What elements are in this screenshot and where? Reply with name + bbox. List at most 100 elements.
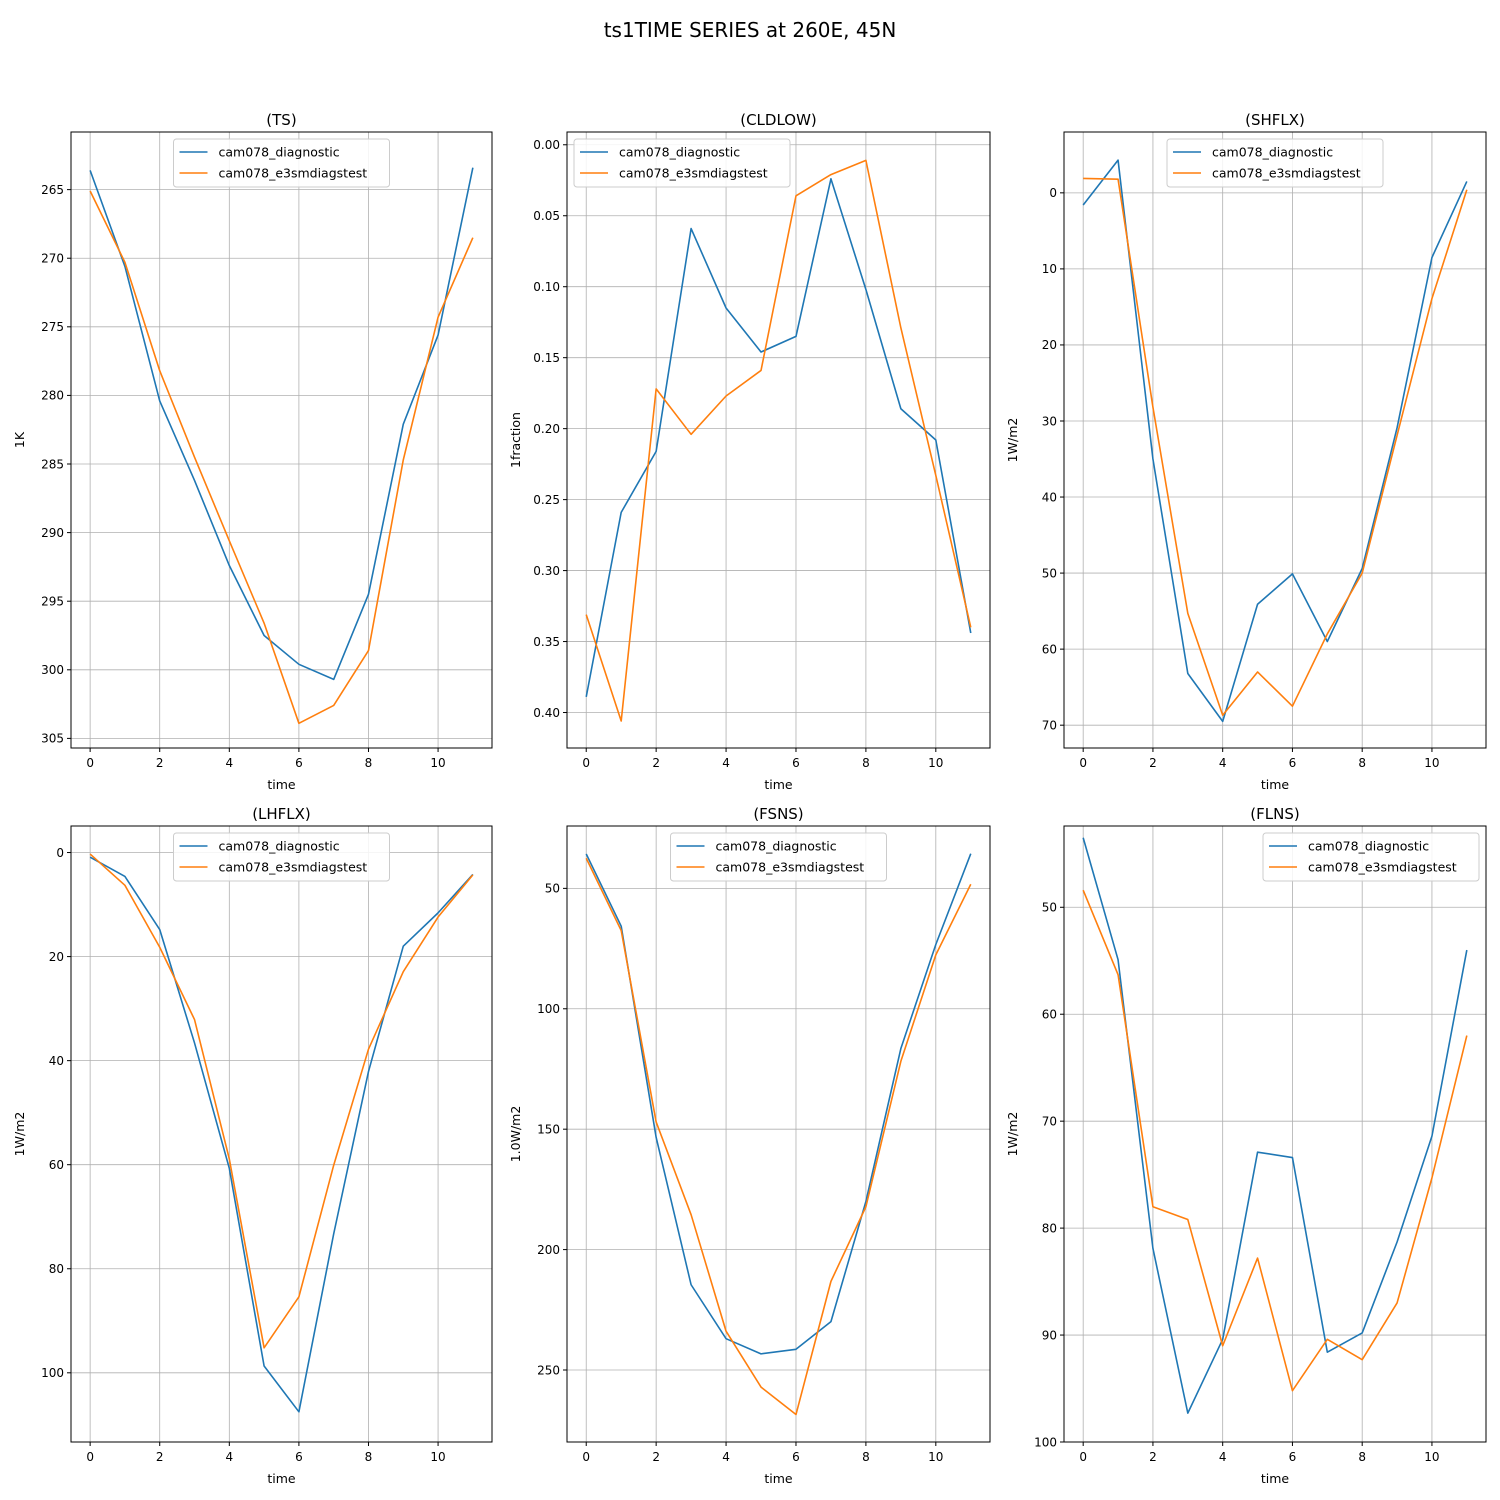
legend: cam078_diagnostic cam078_e3smdiagstest (573, 138, 791, 188)
series-line-0 (89, 167, 474, 681)
legend-box (1166, 138, 1384, 188)
legend-label-0: cam078_diagnostic (219, 839, 340, 854)
y-tick-label: 80 (49, 1262, 64, 1276)
x-axis-label: time (764, 777, 793, 792)
x-tick-label: 6 (1289, 756, 1297, 770)
x-axis-label: time (267, 777, 296, 792)
y-tick-label: 50 (1042, 566, 1057, 580)
x-tick-label: 10 (430, 756, 445, 770)
x-axis-label: time (1261, 777, 1290, 792)
y-tick-label: 0.25 (533, 493, 560, 507)
y-tick-label: 80 (1042, 1221, 1057, 1235)
y-tick-label: 70 (1042, 718, 1057, 732)
y-axis-label: 1W/m2 (12, 1112, 27, 1157)
x-tick-label: 8 (1358, 756, 1366, 770)
legend: cam078_diagnostic cam078_e3smdiagstest (173, 832, 390, 882)
legend-box (173, 832, 390, 882)
x-axis-label: time (267, 1471, 296, 1486)
panels-container: 0 2 4 6 8 10265270275280285290295300305(TS)ti… (12, 111, 1487, 1486)
legend-box (1262, 832, 1480, 882)
x-tick-label: 4 (1219, 756, 1227, 770)
panel-title: (FLNS) (1250, 805, 1299, 823)
panel-1: 0 2 4 6 8 10 0.00 0.05 0.10 0.15 0.20 0.25 0.30 0.35 0… (508, 111, 991, 792)
y-tick-label: 60 (1042, 642, 1057, 656)
figure-suptitle: ts1TIME SERIES at 260E, 45N (604, 18, 897, 42)
y-tick-label: 50 (545, 882, 560, 896)
series-line-0 (585, 178, 972, 698)
x-tick-label: 6 (295, 756, 303, 770)
x-tick-label: 2 (156, 1450, 164, 1464)
y-tick-label: 90 (1042, 1328, 1057, 1342)
x-tick-label: 0 (86, 756, 94, 770)
x-tick-label: 2 (156, 756, 164, 770)
series-line-1 (1082, 889, 1468, 1392)
y-tick-label: 270 (41, 252, 64, 266)
y-tick-label: 305 (41, 732, 64, 746)
panel-0: 0 2 4 6 8 10 265 270 275 280 285 290 295 300 305 (TS) ti… (12, 111, 493, 792)
x-tick-label: 4 (722, 756, 730, 770)
y-tick-label: 60 (49, 1158, 64, 1172)
x-tick-label: 10 (928, 1450, 943, 1464)
legend-box (173, 138, 390, 188)
panel-title: (FSNS) (753, 805, 803, 823)
y-tick-label: 275 (41, 320, 64, 334)
panel-title: (CLDLOW) (740, 111, 817, 129)
legend-label-0: cam078_diagnostic (1212, 145, 1333, 160)
panel-title: (TS) (266, 111, 296, 129)
x-tick-label: 8 (365, 1450, 373, 1464)
y-tick-label: 0.30 (533, 564, 560, 578)
x-tick-label: 6 (1289, 1450, 1297, 1464)
y-tick-label: 0.20 (533, 422, 560, 436)
axes-frame (566, 825, 991, 1443)
y-tick-label: 40 (49, 1054, 64, 1068)
y-tick-label: 100 (41, 1366, 64, 1380)
x-axis-label: time (764, 1471, 793, 1486)
y-tick-label: 0.15 (533, 351, 560, 365)
panel-title: (SHFLX) (1245, 111, 1305, 129)
legend-box (573, 138, 791, 188)
x-axis-label: time (1261, 1471, 1290, 1486)
axes-frame (70, 825, 493, 1443)
x-tick-label: 6 (792, 1450, 800, 1464)
y-tick-label: 0.40 (533, 706, 560, 720)
legend-label-1: cam078_e3smdiagstest (619, 166, 768, 181)
series-line-0 (1082, 159, 1468, 723)
panel-4: 0 2 4 6 8 10 50 100 150 200 250 (FSNS) time 1.0W/m2 ca… (508, 805, 991, 1486)
x-tick-label: 10 (928, 756, 943, 770)
panel-2: 0 2 4 6 8 10 0 10 20 30 40 50 60 70 (SHFLX) time 1W/m2 ca… (1005, 111, 1487, 792)
axes-frame (1063, 825, 1487, 1443)
x-tick-label: 10 (1424, 1450, 1439, 1464)
panel-title: (LHFLX) (252, 805, 311, 823)
y-tick-label: 265 (41, 183, 64, 197)
y-tick-label: 250 (537, 1363, 560, 1377)
y-tick-label: 10 (1042, 262, 1057, 276)
y-tick-label: 0.35 (533, 635, 560, 649)
y-tick-label: 0.05 (533, 209, 560, 223)
y-axis-label: 1fraction (508, 412, 523, 468)
series-line-1 (585, 857, 972, 1416)
axes-frame (566, 131, 991, 749)
x-tick-label: 8 (862, 756, 870, 770)
legend: cam078_diagnostic cam078_e3smdiagstest (1262, 832, 1480, 882)
y-tick-label: 300 (41, 663, 64, 677)
panel-5: 0 2 4 6 8 10 50 60 70 80 90 100 (FLNS) time 1W/m2 cam07… (1005, 805, 1487, 1486)
x-tick-label: 0 (86, 1450, 94, 1464)
x-tick-label: 4 (722, 1450, 730, 1464)
legend-label-0: cam078_diagnostic (1308, 839, 1429, 854)
axes-frame (1063, 131, 1487, 749)
legend-label-1: cam078_e3smdiagstest (1212, 166, 1361, 181)
x-tick-label: 0 (1079, 756, 1087, 770)
y-tick-label: 0.00 (533, 138, 560, 152)
x-tick-label: 8 (1358, 1450, 1366, 1464)
x-tick-label: 0 (582, 1450, 590, 1464)
y-axis-label: 1W/m2 (1005, 1112, 1020, 1157)
series-line-1 (89, 190, 474, 725)
y-tick-label: 100 (1034, 1435, 1057, 1449)
x-tick-label: 4 (225, 756, 233, 770)
legend-label-1: cam078_e3smdiagstest (1308, 860, 1457, 875)
legend-label-0: cam078_diagnostic (716, 839, 837, 854)
y-tick-label: 280 (41, 389, 64, 403)
axes-frame (70, 131, 493, 749)
